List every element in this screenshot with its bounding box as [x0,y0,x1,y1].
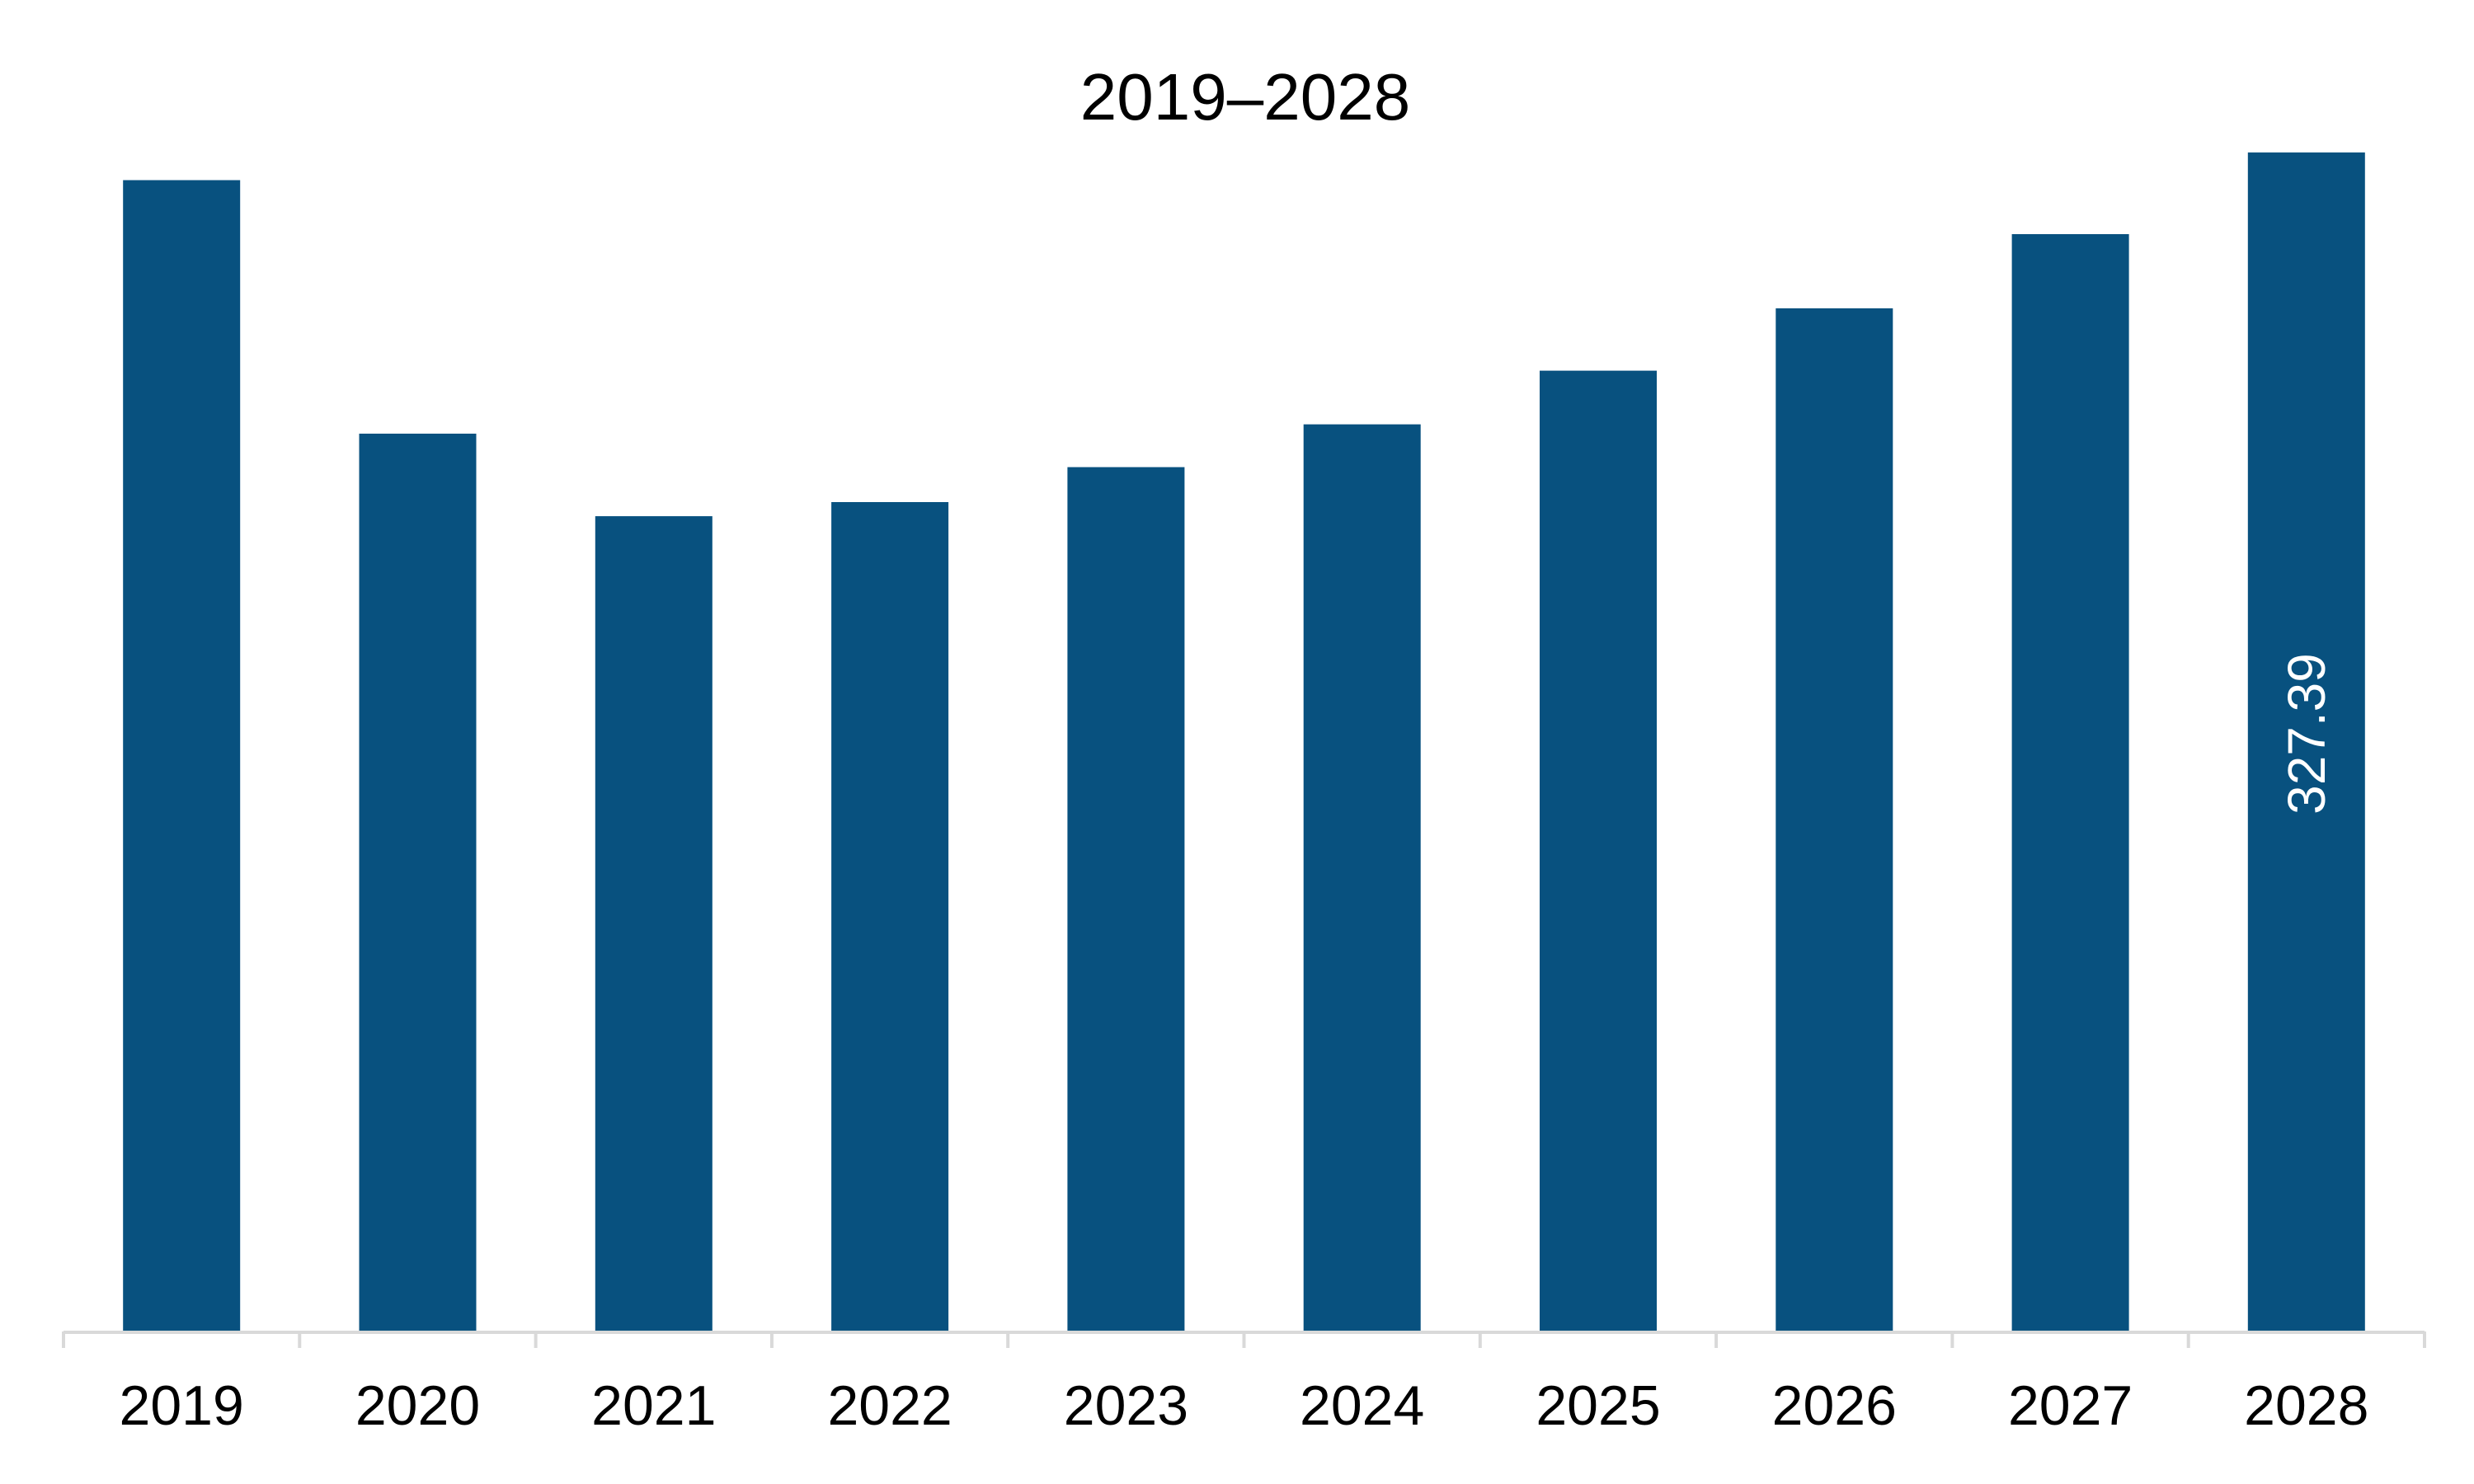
bar-2021 [595,516,713,1331]
data-label-2028: 327.39 [2277,653,2336,815]
data-labels: 327.39 [2277,653,2336,815]
x-tick-label-2027: 2027 [2008,1374,2133,1437]
bar-2022 [831,502,949,1331]
bar-2024 [1303,424,1421,1332]
x-axis-tick-labels: 2019 2020 2021 2022 2023 2024 2025 2026 2027 2028 [120,1374,2369,1437]
bar-2028 [2247,152,2365,1331]
bar-2025 [1540,370,1657,1332]
x-tick-label-2019: 2019 [120,1374,244,1437]
x-tick-label-2028: 2028 [2244,1374,2368,1437]
x-tick-label-2020: 2020 [355,1374,480,1437]
x-axis [62,1331,2426,1348]
bar-2020 [359,434,477,1331]
x-tick-label-2024: 2024 [1300,1374,1424,1437]
chart-title: 2019–2028 [1080,60,1410,134]
bars-group [123,152,2365,1332]
x-tick-label-2025: 2025 [1536,1374,1660,1437]
x-tick-label-2022: 2022 [827,1374,952,1437]
x-tick-label-2021: 2021 [591,1374,716,1437]
bar-2023 [1067,467,1185,1331]
bar-2026 [1776,308,1893,1331]
bar-2019 [123,180,241,1331]
bar-2027 [2011,234,2129,1331]
x-tick-label-2026: 2026 [1772,1374,1897,1437]
x-tick-label-2023: 2023 [1064,1374,1188,1437]
